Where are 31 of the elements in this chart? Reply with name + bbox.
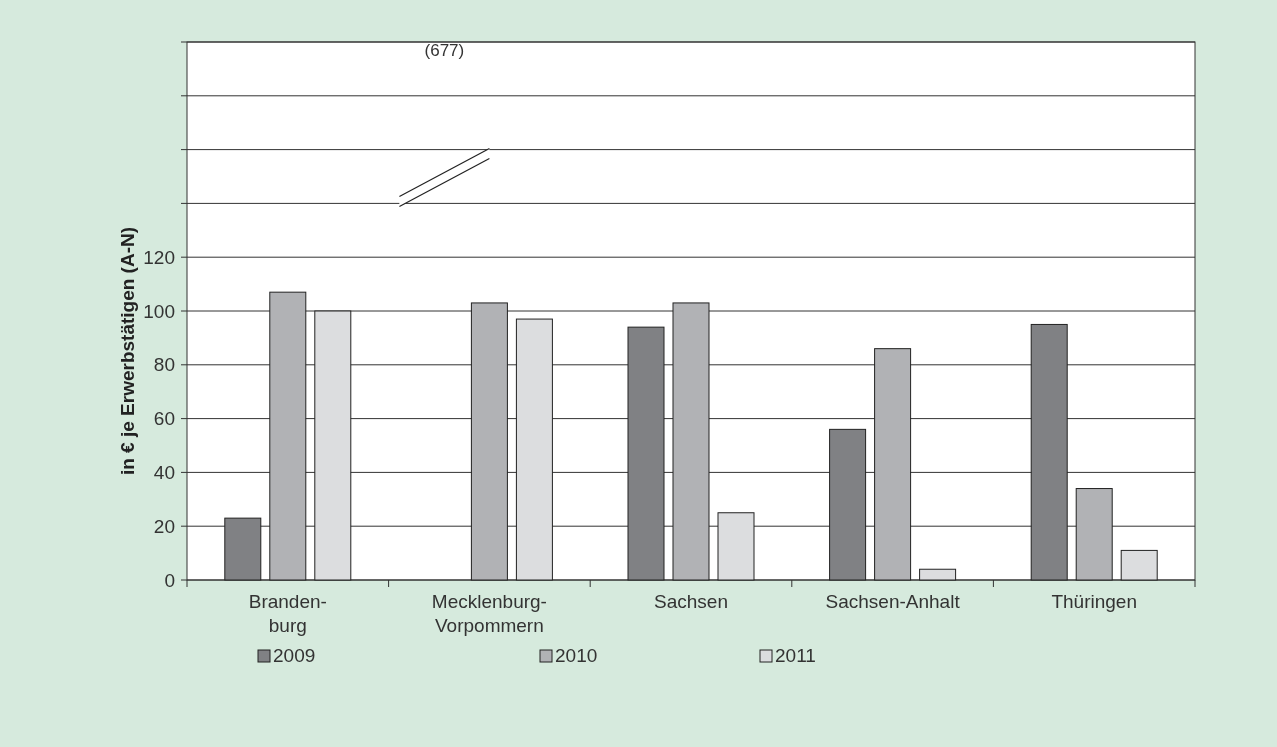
bar xyxy=(919,568,957,581)
x-tick-label: Thüringen xyxy=(1051,591,1137,612)
legend-label: 2011 xyxy=(775,645,816,666)
legend-label: 2010 xyxy=(555,645,598,666)
y-axis-title: in € je Erwerbstätigen (A-N) xyxy=(117,226,138,476)
bar xyxy=(1030,323,1068,581)
bar xyxy=(627,326,665,581)
annotation: (677) xyxy=(424,41,465,60)
legend-label: 2009 xyxy=(273,645,316,666)
bar xyxy=(314,310,352,581)
bar xyxy=(269,291,307,581)
y-tick-label: 120 xyxy=(143,246,175,268)
bar xyxy=(672,302,710,581)
x-tick-label: Mecklenburg- Vorpommern xyxy=(431,591,547,636)
bar xyxy=(829,428,867,581)
x-tick-label: Branden- burg xyxy=(248,591,327,636)
y-tick-label: 0 xyxy=(164,569,175,591)
bar xyxy=(1075,488,1113,581)
bar xyxy=(224,517,262,581)
bar xyxy=(515,318,553,581)
y-tick-label: 100 xyxy=(143,300,175,322)
y-tick-label: 60 xyxy=(153,408,175,430)
y-tick-label: 20 xyxy=(153,515,175,537)
y-tick-label: 80 xyxy=(153,354,175,376)
bar xyxy=(1120,549,1158,581)
x-tick-label: Sachsen xyxy=(654,591,728,612)
bar xyxy=(717,512,755,581)
bar xyxy=(470,302,508,581)
bar xyxy=(874,348,912,581)
x-tick-label: Sachsen-Anhalt xyxy=(825,591,961,612)
y-tick-label: 40 xyxy=(153,462,175,484)
